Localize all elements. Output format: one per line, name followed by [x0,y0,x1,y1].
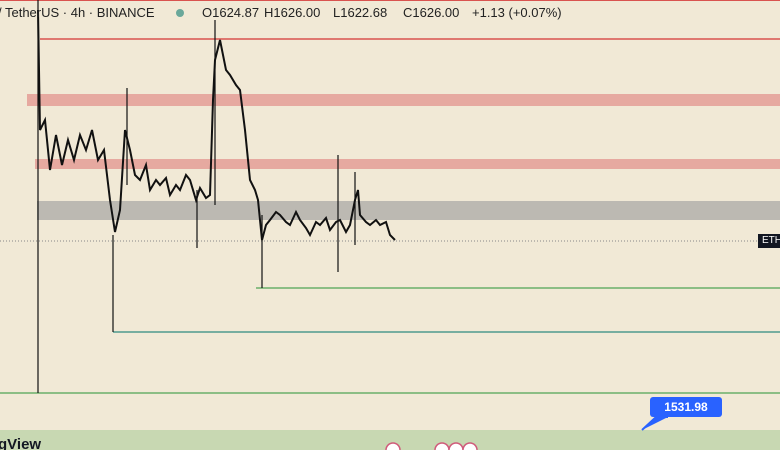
avatars [385,442,478,450]
support-zone [37,201,780,220]
candles [37,9,396,241]
bottom-bar [0,430,780,450]
price-tag: ETH [758,234,780,248]
logo: gView [0,436,42,450]
label-pointer [641,416,668,431]
symbol: / TetherUS · 4h · BINANCE [0,5,155,20]
open: O1624.87 [202,5,260,20]
resistance-zone [35,159,780,169]
close: C1626.00 [403,5,460,20]
status-icon [176,9,184,17]
low: L1622.68 [333,5,388,20]
resistance-zone [27,94,780,106]
price-label: 1531.98 [650,397,722,417]
change: +1.13 (+0.07%) [472,5,562,20]
high: H1626.00 [264,5,321,20]
